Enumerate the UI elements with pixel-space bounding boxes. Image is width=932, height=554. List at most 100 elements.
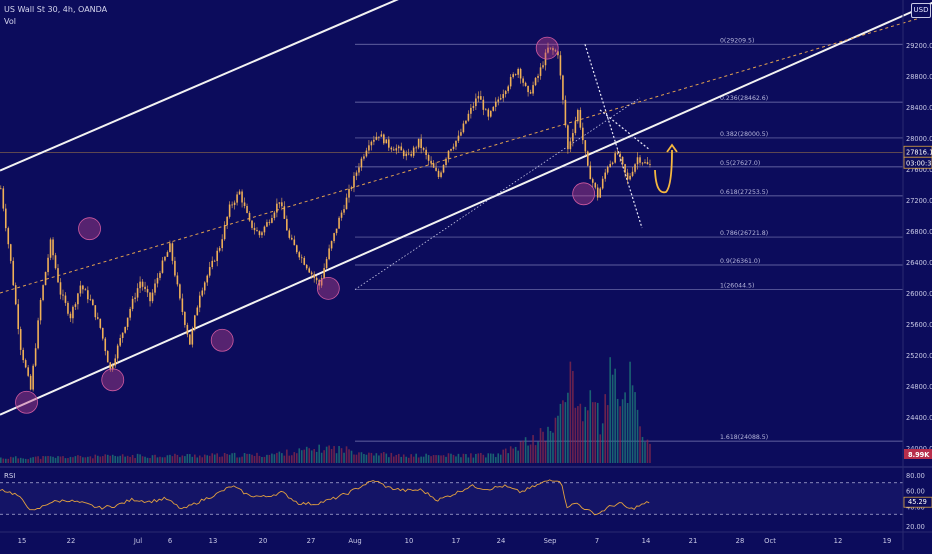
candle-body bbox=[256, 230, 258, 232]
volume-bar bbox=[420, 456, 422, 463]
candle-body bbox=[514, 74, 517, 75]
volume-bar bbox=[54, 457, 57, 463]
time-tick-label: 14 bbox=[642, 537, 651, 545]
volume-bar bbox=[497, 453, 500, 463]
time-tick-label: Aug bbox=[348, 537, 361, 545]
candle-body bbox=[253, 227, 256, 231]
candle-body bbox=[549, 47, 552, 49]
time-tick-label: Jul bbox=[133, 537, 142, 545]
candle-body bbox=[557, 51, 559, 56]
volume-bar bbox=[363, 454, 365, 463]
candle-body bbox=[286, 218, 288, 231]
volume-bar bbox=[557, 415, 559, 463]
candle-body bbox=[303, 257, 306, 265]
fib-level-label: 0(29209.5) bbox=[720, 37, 754, 44]
volume-bar bbox=[567, 392, 569, 463]
volume-bar bbox=[596, 402, 599, 463]
candle-body bbox=[572, 133, 574, 142]
candle-body bbox=[355, 172, 358, 176]
volume-bar bbox=[388, 457, 390, 463]
candle-body bbox=[333, 233, 335, 242]
symbol-title[interactable]: US Wall St 30, 4h, OANDA bbox=[4, 5, 108, 14]
volume-bar bbox=[99, 456, 102, 463]
fib-level-label: 0.5(27627.0) bbox=[720, 160, 760, 167]
time-axis: 15 22 Jul 6 13 20 27 Aug 10 17 24 Sep 7 14 21 28 Oct 12 19 bbox=[0, 531, 932, 545]
candle-body bbox=[370, 141, 373, 146]
candle-body bbox=[246, 205, 248, 213]
highlight-circle bbox=[210, 328, 234, 352]
volume-bar bbox=[273, 454, 276, 463]
highlight-circle bbox=[316, 276, 340, 300]
candle-body bbox=[373, 139, 375, 142]
volume-bar bbox=[315, 451, 318, 463]
volume-label[interactable]: Vol bbox=[4, 17, 16, 26]
candle-body bbox=[626, 172, 629, 180]
volume-bar bbox=[619, 406, 621, 463]
candle-body bbox=[527, 85, 529, 93]
time-tick-label: 27 bbox=[307, 537, 316, 545]
volume-bar bbox=[141, 456, 144, 463]
candle-body bbox=[7, 228, 10, 245]
candle-body bbox=[522, 78, 524, 83]
volume-bar bbox=[370, 452, 373, 463]
candle-body bbox=[606, 166, 609, 173]
candle-body bbox=[238, 191, 241, 195]
candle-body bbox=[325, 259, 328, 269]
volume-bar bbox=[0, 457, 2, 463]
candle-body bbox=[119, 337, 121, 346]
volume-bar bbox=[298, 448, 301, 463]
candle-body bbox=[12, 260, 15, 286]
candle-body bbox=[562, 75, 564, 100]
candle-body bbox=[368, 145, 370, 151]
volume-bar bbox=[213, 454, 216, 463]
candle-body bbox=[263, 226, 266, 233]
candle-body bbox=[348, 188, 350, 198]
candle-body bbox=[417, 138, 420, 148]
candle-body bbox=[273, 212, 276, 218]
candle-body bbox=[291, 237, 293, 240]
volume-bar bbox=[415, 453, 417, 463]
candle-body bbox=[567, 125, 569, 150]
highlight-circle bbox=[101, 368, 125, 392]
volume-bar bbox=[293, 452, 296, 463]
volume-bar bbox=[440, 455, 442, 463]
volume-bar bbox=[489, 453, 492, 463]
candle-body bbox=[472, 106, 475, 108]
volume-bar bbox=[487, 453, 490, 463]
currency-badge[interactable]: USD bbox=[911, 3, 931, 18]
volume-bar bbox=[159, 456, 161, 463]
highlight-circle bbox=[15, 390, 38, 414]
candle-body bbox=[166, 252, 169, 257]
volume-bar bbox=[111, 454, 114, 463]
volume-bar bbox=[278, 451, 281, 463]
candle-body bbox=[236, 194, 238, 203]
volume-bar bbox=[89, 456, 92, 463]
volume-bar bbox=[216, 453, 218, 463]
volume-bar bbox=[532, 435, 534, 463]
volume-bar bbox=[338, 446, 340, 463]
volume-bar bbox=[62, 456, 64, 463]
volume-bar bbox=[194, 454, 196, 463]
channel-lower-line bbox=[0, 1, 932, 416]
volume-bar bbox=[467, 457, 470, 463]
candle-body bbox=[410, 154, 412, 156]
volume-bar bbox=[470, 453, 472, 463]
volume-bar bbox=[7, 458, 10, 463]
candle-body bbox=[395, 148, 398, 151]
volume-bar bbox=[445, 456, 447, 463]
volume-bar bbox=[499, 454, 502, 463]
candle-body bbox=[477, 96, 480, 99]
volume-bar bbox=[599, 434, 602, 463]
volume-bar bbox=[502, 449, 505, 463]
candle-body bbox=[392, 149, 395, 151]
price-tick-label: 24400.0 bbox=[906, 414, 932, 422]
candle-body bbox=[101, 327, 104, 339]
volume-bar bbox=[211, 453, 214, 463]
candle-body bbox=[415, 147, 417, 149]
candle-body bbox=[579, 110, 582, 128]
volume-bar bbox=[380, 453, 383, 463]
candle-body bbox=[131, 298, 134, 309]
volume-bar bbox=[395, 454, 398, 463]
candle-body bbox=[74, 304, 77, 307]
